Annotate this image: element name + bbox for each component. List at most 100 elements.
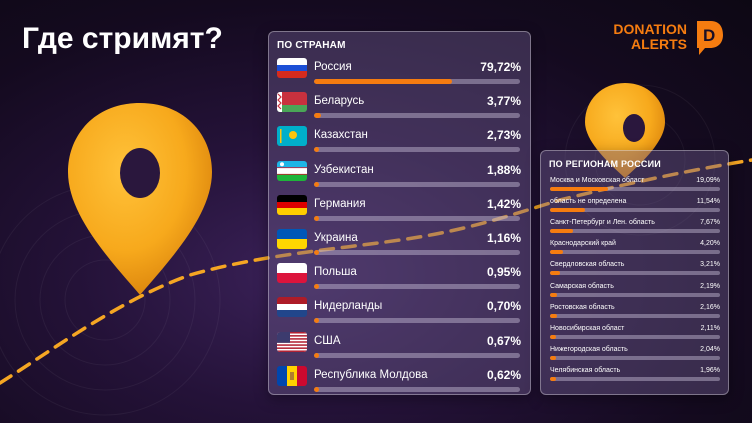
map-pin-icon bbox=[68, 103, 212, 295]
regions-panel: ПО РЕГИОНАМ РОССИИ Москва и Московская о… bbox=[540, 150, 729, 395]
region-value-label: 2,11% bbox=[700, 324, 720, 332]
region-name: Ростовская область bbox=[550, 303, 615, 311]
region-value-label: 2,16% bbox=[700, 303, 720, 311]
country-name: Нидерланды bbox=[314, 300, 383, 313]
region-bar bbox=[550, 334, 557, 339]
region-bar bbox=[550, 271, 560, 276]
region-bar-track bbox=[550, 250, 720, 255]
country-value-label: 79,72% bbox=[480, 60, 521, 74]
country-bar bbox=[314, 318, 320, 324]
region-row: Москва и Московская област 19,09% bbox=[541, 177, 728, 198]
region-bar bbox=[550, 376, 556, 381]
country-bar bbox=[314, 215, 320, 221]
region-row: Новосибирская област 2,11% bbox=[541, 325, 728, 346]
country-row: Нидерланды 0,70% bbox=[269, 297, 530, 327]
flag-uz-icon bbox=[277, 160, 307, 181]
region-name: Нижегородская область bbox=[550, 345, 628, 353]
region-bar-track bbox=[550, 355, 720, 360]
region-row: Ростовская область 2,16% bbox=[541, 304, 728, 325]
country-bar-track bbox=[314, 147, 520, 153]
country-row: Казахстан 2,73% bbox=[269, 126, 530, 156]
dashed-route bbox=[0, 158, 752, 385]
region-bar bbox=[550, 187, 609, 191]
region-value-label: 3,21% bbox=[700, 261, 720, 269]
region-bar bbox=[550, 208, 586, 213]
region-bar bbox=[550, 250, 563, 255]
country-bar bbox=[314, 113, 321, 119]
country-name: США bbox=[314, 334, 341, 347]
region-bar-track bbox=[550, 334, 720, 339]
flag-pl-icon bbox=[277, 263, 307, 284]
region-value-label: 11,54% bbox=[696, 198, 720, 206]
region-row: Свердловская область 3,21% bbox=[541, 261, 728, 282]
country-name: Польша bbox=[314, 266, 357, 279]
country-row: Польша 0,95% bbox=[269, 263, 530, 293]
country-name: Республика Молдова bbox=[314, 368, 428, 381]
country-value-label: 0,70% bbox=[486, 299, 521, 314]
region-row: область не определена 11,54% bbox=[541, 198, 728, 219]
logo-line-1: DONATION bbox=[613, 21, 687, 37]
region-row: Санкт-Петербург и Лен. область 7,67% bbox=[541, 219, 728, 240]
region-name: Самарская область bbox=[550, 282, 614, 290]
countries-panel: ПО СТРАНАМ Россия 79,72% Беларусь 3,77% Каза… bbox=[268, 31, 531, 395]
region-name: Краснодарский край bbox=[550, 240, 616, 248]
region-row: Нижегородская область 2,04% bbox=[541, 346, 728, 367]
map-pin-icon bbox=[585, 83, 665, 178]
flag-de-icon bbox=[277, 194, 307, 215]
country-row: Республика Молдова 0,62% bbox=[269, 365, 530, 396]
region-value-label: 4,20% bbox=[700, 240, 720, 248]
country-bar bbox=[314, 250, 320, 255]
logo-line-2: ALERTS bbox=[631, 36, 687, 52]
country-bar bbox=[314, 386, 320, 392]
country-name: Казахстан bbox=[314, 129, 368, 142]
country-bar bbox=[314, 79, 452, 84]
country-bar bbox=[314, 284, 320, 290]
country-value-label: 2,73% bbox=[486, 128, 521, 143]
country-bar-track bbox=[314, 352, 520, 358]
region-bar-track bbox=[550, 313, 720, 318]
flag-ru-icon bbox=[277, 58, 307, 78]
country-row: Украина 1,16% bbox=[269, 229, 530, 259]
countries-panel-title: ПО СТРАНАМ bbox=[277, 40, 346, 51]
country-name: Беларусь bbox=[314, 95, 365, 108]
region-name: Челябинская область bbox=[550, 366, 621, 374]
country-value-label: 1,16% bbox=[486, 231, 521, 245]
flag-kz-icon bbox=[277, 126, 307, 147]
region-bar bbox=[550, 229, 574, 234]
region-row: Краснодарский край 4,20% bbox=[541, 240, 728, 261]
region-bar-track bbox=[550, 187, 720, 191]
flag-md-icon bbox=[277, 365, 307, 386]
country-bar-track bbox=[314, 318, 520, 324]
country-bar-track bbox=[314, 79, 520, 84]
country-name: Украина bbox=[314, 232, 358, 244]
country-bar-track bbox=[314, 250, 520, 255]
country-bar-track bbox=[314, 386, 520, 392]
donation-alerts-logo: DONATION ALERTS D bbox=[613, 18, 728, 58]
country-name: Узбекистан bbox=[314, 163, 374, 176]
page-title: Где стримят? bbox=[22, 22, 223, 55]
country-bar-track bbox=[314, 215, 520, 221]
country-value-label: 3,77% bbox=[486, 94, 521, 109]
flag-us-icon bbox=[277, 331, 307, 352]
flag-by-icon bbox=[277, 92, 307, 113]
country-value-label: 1,88% bbox=[486, 162, 521, 177]
country-bar bbox=[314, 352, 320, 358]
region-row: Самарская область 2,19% bbox=[541, 283, 728, 304]
country-row: Беларусь 3,77% bbox=[269, 92, 530, 122]
logo-mark-letter: D bbox=[703, 26, 715, 45]
country-bar-track bbox=[314, 113, 520, 119]
country-row: Германия 1,42% bbox=[269, 194, 530, 225]
country-value-label: 0,67% bbox=[486, 333, 521, 348]
country-value-label: 0,62% bbox=[486, 367, 521, 382]
region-name: Санкт-Петербург и Лен. область bbox=[550, 219, 655, 227]
regions-panel-title: ПО РЕГИОНАМ РОССИИ bbox=[549, 159, 661, 169]
country-name: Германия bbox=[314, 197, 366, 210]
flag-nl-icon bbox=[277, 297, 307, 318]
region-value-label: 2,19% bbox=[700, 282, 720, 290]
country-value-label: 1,42% bbox=[486, 196, 521, 211]
logo-mark-icon: D bbox=[697, 21, 723, 55]
flag-ua-icon bbox=[277, 229, 307, 249]
logo-text: DONATION ALERTS bbox=[613, 22, 687, 52]
region-name: область не определена bbox=[550, 198, 627, 206]
